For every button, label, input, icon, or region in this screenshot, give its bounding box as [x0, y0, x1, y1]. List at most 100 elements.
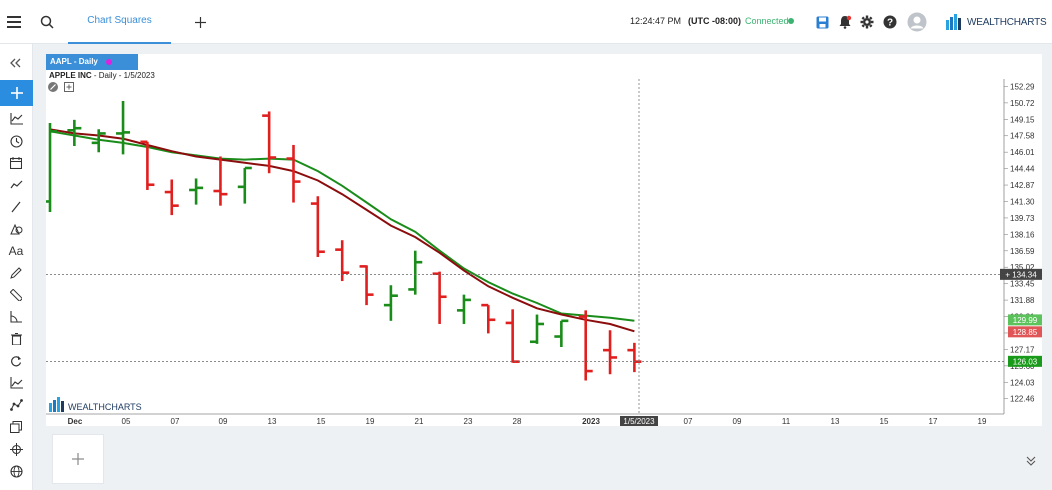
- add-icon: [72, 453, 84, 465]
- x-tick-label: 15: [317, 417, 326, 426]
- help-icon[interactable]: ?: [880, 12, 900, 32]
- wm-bar: [57, 397, 60, 412]
- symbol-color-dot[interactable]: [106, 59, 112, 65]
- chart-icon[interactable]: [6, 374, 26, 392]
- x-tick-label: 07: [171, 417, 180, 426]
- ohlc-bar: [237, 166, 252, 204]
- brand-name: WEALTHCHARTS: [967, 16, 1047, 28]
- collapse-icon[interactable]: [6, 54, 26, 72]
- search-icon[interactable]: [37, 12, 57, 32]
- x-tick-label: 11: [782, 417, 791, 426]
- legend-name: APPLE INC: [49, 71, 92, 80]
- y-tick-label: 131.88: [1010, 296, 1035, 305]
- ohlc-bar: [456, 294, 471, 324]
- ohlc-bar: [554, 319, 569, 347]
- pencil-icon[interactable]: [6, 264, 26, 282]
- angle-icon[interactable]: [6, 308, 26, 326]
- wm-bar: [53, 400, 56, 412]
- timezone[interactable]: (UTC -08:00): [688, 16, 742, 26]
- ohlc-bar: [530, 314, 544, 344]
- alert-bell-icon[interactable]: [835, 12, 855, 32]
- y-tick-label: 122.46: [1010, 395, 1035, 404]
- nodes-icon[interactable]: [6, 396, 26, 414]
- price-label: 126.03: [1013, 357, 1038, 366]
- settings-glyph: [50, 84, 56, 90]
- y-tick-label: 139.73: [1010, 214, 1035, 223]
- ohlc-bar: [213, 156, 228, 206]
- crosshair-icon[interactable]: [6, 440, 26, 458]
- watermark-logo: WEALTHCHARTS: [49, 397, 142, 412]
- tab-chart-squares[interactable]: Chart Squares: [68, 0, 171, 44]
- ohlc-bar: [310, 196, 325, 257]
- ohlc-bar: [603, 330, 618, 375]
- trend-icon[interactable]: [6, 176, 26, 194]
- x-tick-label: 07: [684, 417, 693, 426]
- x-tick-label: 13: [268, 417, 277, 426]
- ohlc-bar: [116, 100, 131, 155]
- y-tick-label: 138.16: [1010, 230, 1035, 239]
- ohlc-bar: [46, 122, 57, 212]
- shapes-icon[interactable]: [6, 220, 26, 238]
- ohlc-bar: [408, 250, 423, 295]
- save-icon[interactable]: [812, 12, 832, 32]
- user-avatar-icon[interactable]: [905, 10, 929, 34]
- ohlc-bar: [335, 240, 350, 282]
- y-tick-label: 150.72: [1010, 99, 1035, 108]
- layers-icon[interactable]: [6, 418, 26, 436]
- ohlc-bar: [164, 179, 179, 216]
- x-tick-label: 09: [733, 417, 742, 426]
- chart-legend: APPLE INC - Daily - 1/5/2023: [49, 71, 155, 80]
- ohlc-bar: [505, 309, 520, 363]
- ma-slow-line: [49, 128, 635, 333]
- indicators-icon[interactable]: [6, 110, 26, 128]
- globe-icon[interactable]: [6, 462, 26, 480]
- wm-bar: [61, 401, 64, 412]
- x-tick-label: 13: [831, 417, 840, 426]
- ohlc-bar: [189, 178, 204, 205]
- y-tick-label: 127.17: [1010, 345, 1035, 354]
- menu-icon[interactable]: [4, 12, 24, 32]
- y-tick-label: 152.29: [1010, 82, 1035, 91]
- line-icon[interactable]: [6, 198, 26, 216]
- x-tick-label: 21: [415, 417, 424, 426]
- legend-detail: - Daily - 1/5/2023: [91, 71, 155, 80]
- refresh-icon[interactable]: [6, 352, 26, 370]
- left-toolbar: Aa: [0, 44, 33, 490]
- y-tick-label: 141.30: [1010, 197, 1035, 206]
- symbol-tab[interactable]: AAPL - Daily: [46, 54, 138, 70]
- ruler-icon[interactable]: [6, 286, 26, 304]
- x-tick-label: 17: [929, 417, 938, 426]
- clock-icon[interactable]: [6, 132, 26, 150]
- ohlc-bar: [262, 111, 277, 174]
- crosshair-price-box: [1000, 268, 1042, 280]
- add-panel-button[interactable]: [52, 434, 104, 484]
- expand-chevron-icon[interactable]: [1026, 456, 1036, 469]
- x-tick-label: 23: [464, 417, 473, 426]
- gear-icon[interactable]: [857, 12, 877, 32]
- add-tab-icon[interactable]: [190, 12, 210, 32]
- ohlc-bar: [140, 140, 155, 190]
- price-label-box: [1008, 326, 1042, 338]
- ohlc-bar: [67, 119, 82, 146]
- y-tick-label: 149.15: [1010, 115, 1035, 124]
- add-drawing-button[interactable]: [0, 80, 33, 106]
- x-tick-label: 28: [513, 417, 522, 426]
- ohlc-bar: [432, 271, 447, 324]
- crosshair-price-label: + 134.34: [1005, 270, 1037, 279]
- wm-bar: [49, 403, 52, 412]
- trash-icon[interactable]: [6, 330, 26, 348]
- crosshair-date-box: [620, 416, 658, 426]
- ohlc-bar: [481, 303, 496, 334]
- x-tick-label: Dec: [68, 417, 83, 426]
- ohlc-bar: [383, 285, 398, 321]
- y-tick-label: 124.03: [1010, 378, 1035, 387]
- brand-mark-icon: [946, 14, 961, 30]
- crosshair-date-label: 1/5/2023: [623, 417, 655, 426]
- price-label-box: [1008, 314, 1042, 326]
- text-icon[interactable]: Aa: [8, 244, 24, 258]
- calendar-icon[interactable]: [6, 154, 26, 172]
- add-icon: [10, 87, 23, 99]
- price-chart[interactable]: 152.29 150.72 149.15 147.58 146.01 144.44 142.…: [46, 79, 1042, 426]
- clock: 12:24:47 PM: [630, 16, 682, 26]
